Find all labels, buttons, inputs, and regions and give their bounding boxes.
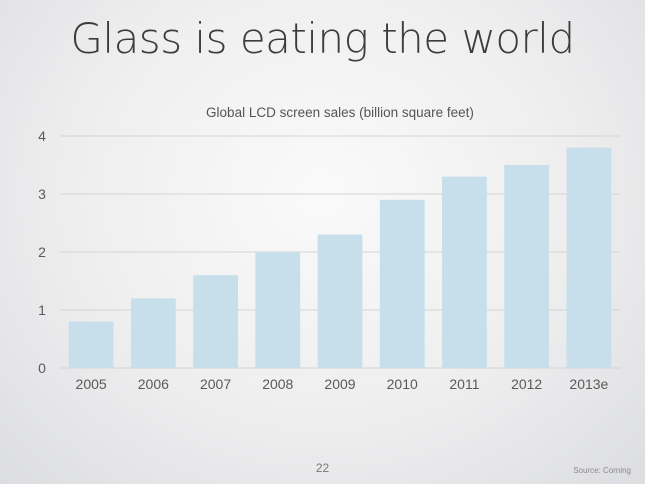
page-number: 22 bbox=[315, 461, 330, 475]
bar-2006 bbox=[130, 298, 176, 368]
slide-title: Glass is eating the world bbox=[70, 14, 575, 63]
bar-2008 bbox=[255, 252, 301, 368]
y-tick-label: 1 bbox=[38, 302, 46, 318]
x-tick-label: 2008 bbox=[262, 376, 293, 392]
y-axis-ticks: 0 1 2 3 4 bbox=[38, 128, 46, 376]
x-tick-label: 2010 bbox=[387, 376, 418, 392]
bar-2007 bbox=[193, 275, 238, 368]
bar-2010 bbox=[379, 199, 425, 368]
y-tick-label: 2 bbox=[38, 244, 46, 260]
x-tick-label: 2009 bbox=[324, 376, 355, 392]
x-tick-label: 2012 bbox=[511, 376, 542, 392]
bar-2012 bbox=[504, 165, 550, 368]
chart-title: Global LCD screen sales (billion square … bbox=[206, 105, 474, 120]
bar-2011 bbox=[442, 176, 487, 368]
y-tick-label: 4 bbox=[38, 128, 46, 144]
x-tick-label: 2013e bbox=[569, 376, 608, 392]
x-tick-label: 2007 bbox=[200, 376, 231, 392]
bars bbox=[68, 147, 612, 368]
x-tick-label: 2011 bbox=[449, 376, 479, 392]
y-tick-label: 3 bbox=[38, 186, 46, 202]
bar-2009 bbox=[317, 234, 363, 368]
x-tick-label: 2005 bbox=[76, 376, 107, 392]
x-axis-ticks: 2005 2006 2007 2008 2009 2010 2011 2012 2013e bbox=[76, 376, 609, 392]
bar-2005 bbox=[68, 321, 114, 368]
bar-2013e bbox=[566, 147, 612, 368]
y-tick-label: 0 bbox=[38, 360, 46, 376]
x-tick-label: 2006 bbox=[138, 376, 169, 392]
source-note: Source: Corning bbox=[573, 466, 631, 475]
